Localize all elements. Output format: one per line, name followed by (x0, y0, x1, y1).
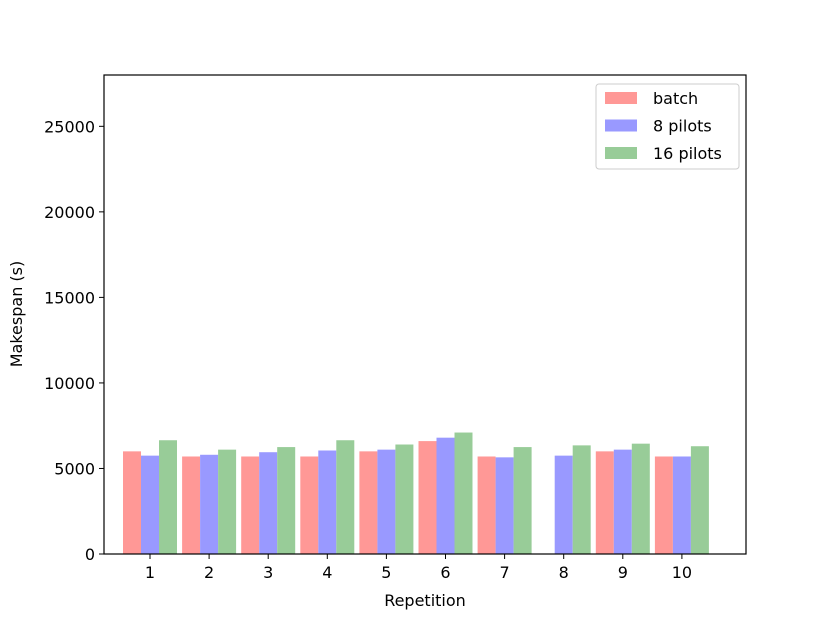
bar-16-pilots-3 (277, 447, 296, 554)
x-axis: 1 2 3 4 5 6 7 8 9 10 (145, 554, 692, 582)
bar-batch-10 (654, 456, 673, 554)
x-tick-label: 7 (500, 563, 510, 582)
y-tick-label: 20000 (44, 203, 95, 222)
y-tick-label: 5000 (54, 459, 95, 478)
y-axis-label: Makespan (s) (7, 261, 26, 368)
y-tick-label: 25000 (44, 117, 95, 136)
x-axis-label: Repetition (384, 591, 466, 610)
y-tick-label: 10000 (44, 374, 95, 393)
bar-batch-5 (359, 451, 378, 554)
x-tick-label: 1 (145, 563, 155, 582)
x-tick-label: 2 (204, 563, 214, 582)
x-tick-label: 3 (263, 563, 273, 582)
bar-16-pilots-1 (159, 440, 177, 554)
legend-swatch-8-pilots (605, 119, 637, 132)
legend-label-batch: batch (653, 89, 698, 108)
bar-batch-6 (418, 441, 437, 554)
bar-8-pilots-10 (672, 456, 691, 554)
bar-batch-2 (182, 456, 201, 554)
bar-8-pilots-6 (436, 437, 455, 554)
y-tick-label: 15000 (44, 288, 95, 307)
bar-batch-7 (477, 456, 496, 554)
x-tick-label: 10 (672, 563, 692, 582)
bar-batch-1 (123, 451, 141, 554)
bars-layer (123, 432, 709, 554)
bar-8-pilots-4 (318, 450, 337, 554)
bar-16-pilots-2 (218, 449, 237, 554)
legend-label-16-pilots: 16 pilots (653, 144, 722, 163)
bar-batch-9 (595, 451, 614, 554)
x-tick-label: 6 (440, 563, 450, 582)
bar-16-pilots-10 (690, 446, 709, 554)
legend: batch 8 pilots 16 pilots (595, 83, 740, 170)
legend-swatch-batch (605, 92, 637, 104)
bar-8-pilots-5 (377, 449, 396, 554)
bar-8-pilots-3 (259, 452, 278, 554)
x-tick-label: 4 (322, 563, 332, 582)
legend-swatch-16-pilots (605, 147, 637, 159)
bar-16-pilots-6 (454, 432, 473, 554)
bar-16-pilots-7 (513, 447, 532, 554)
plot-frame (103, 74, 747, 555)
bar-8-pilots-7 (495, 457, 514, 554)
bar-8-pilots-2 (200, 454, 219, 554)
bar-8-pilots-8 (554, 455, 573, 554)
legend-label-8-pilots: 8 pilots (653, 117, 712, 136)
bar-16-pilots-5 (395, 444, 414, 554)
bar-batch-4 (300, 456, 319, 554)
bar-8-pilots-9 (613, 449, 632, 554)
x-tick-label: 9 (618, 563, 628, 582)
x-tick-label: 5 (381, 563, 391, 582)
x-tick-label: 8 (559, 563, 569, 582)
y-tick-label: 0 (85, 545, 95, 564)
bar-16-pilots-9 (631, 443, 650, 554)
bar-batch-3 (241, 456, 260, 554)
bar-16-pilots-4 (336, 440, 355, 554)
bar-16-pilots-8 (572, 445, 591, 554)
y-axis: 0 5000 10000 15000 20000 25000 (44, 117, 104, 564)
bar-8-pilots-1 (141, 455, 159, 554)
